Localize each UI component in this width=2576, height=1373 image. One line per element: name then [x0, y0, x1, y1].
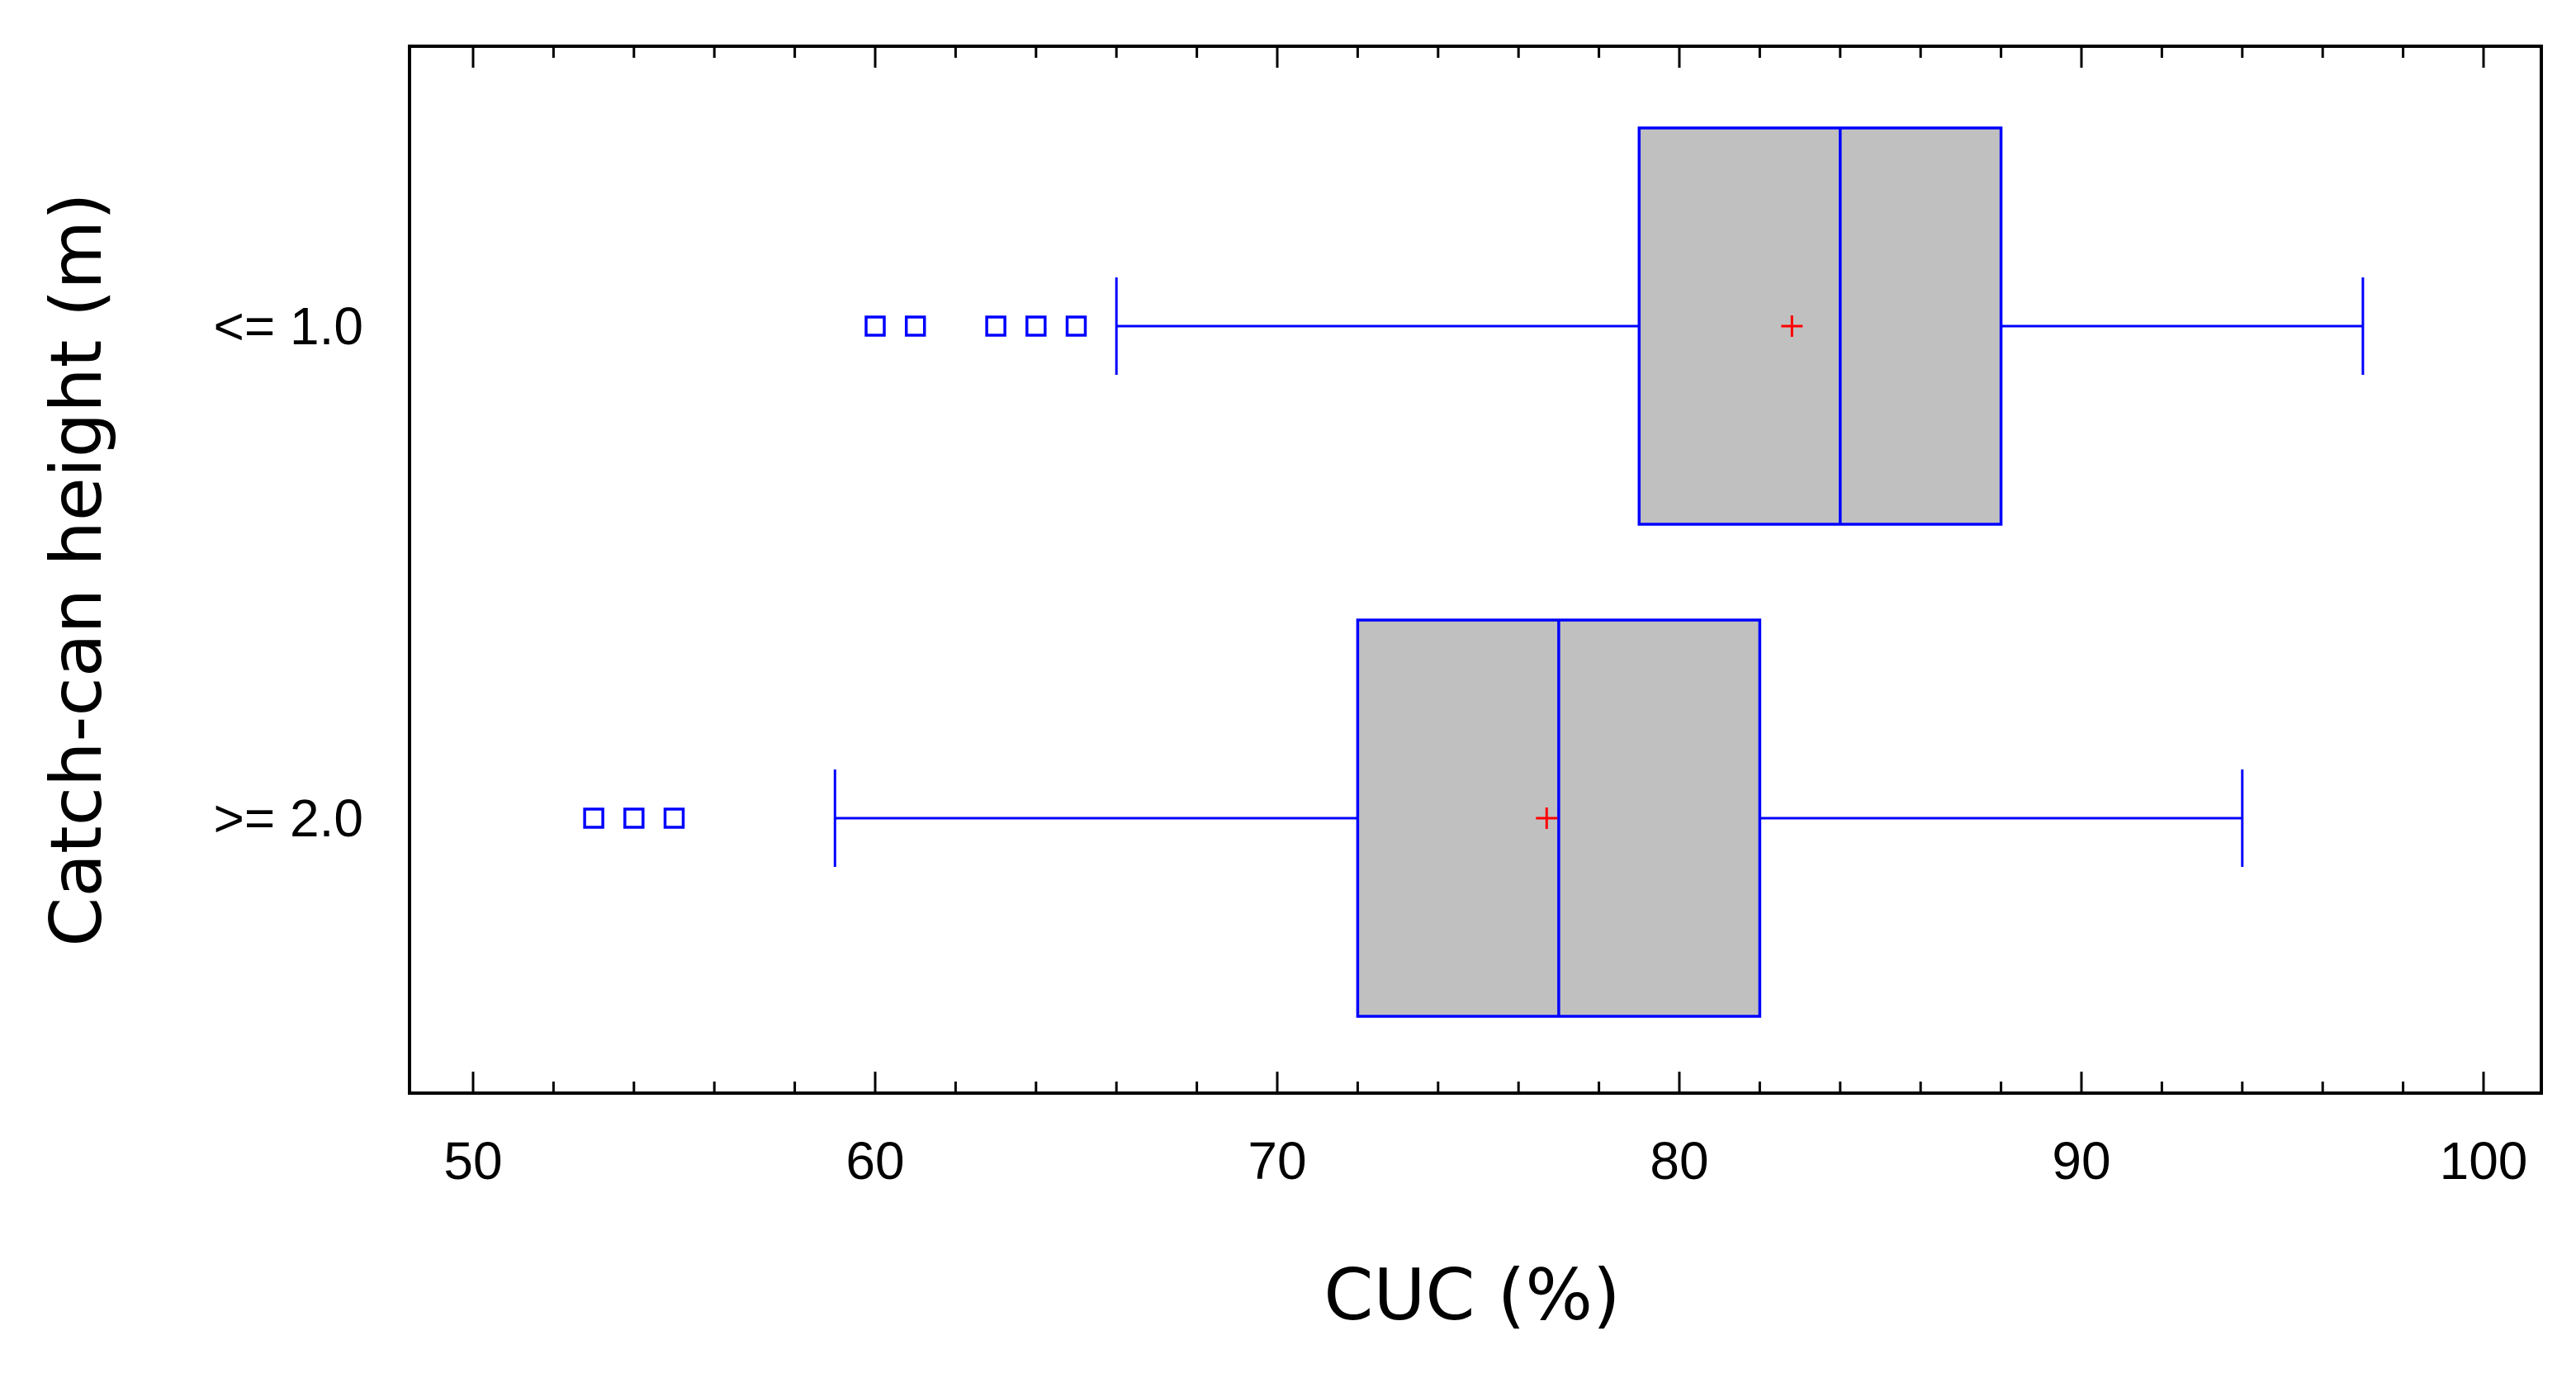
iqr-box [1637, 126, 2003, 526]
x-tick-label: 100 [2440, 1131, 2528, 1191]
category-label: <= 1.0 [214, 296, 364, 356]
x-axis-title: CUC (%) [1324, 1254, 1620, 1337]
outlier-point [583, 807, 604, 829]
x-tick-labels: 50 60 70 80 90 100 [443, 1131, 2527, 1191]
x-tick-label: 70 [1248, 1131, 1306, 1191]
box-groups [583, 126, 2365, 1018]
outlier-point [985, 315, 1006, 337]
x-tick-label: 50 [443, 1131, 502, 1191]
x-axis-ticks [471, 46, 2485, 1093]
outlier-point [864, 315, 886, 337]
x-tick-label: 90 [2052, 1131, 2110, 1191]
x-tick-label: 80 [1650, 1131, 1708, 1191]
plot-frame [408, 45, 2543, 1095]
outlier-point [623, 807, 645, 829]
category-label: >= 2.0 [214, 788, 364, 848]
box-group [583, 618, 2244, 1018]
box-group [864, 126, 2365, 526]
x-tick-label: 60 [845, 1131, 904, 1191]
y-axis-title: Catch-can height (m) [36, 192, 118, 946]
outlier-point [904, 315, 926, 337]
outlier-point [1025, 315, 1047, 337]
outlier-point [1065, 315, 1087, 337]
outlier-point [663, 807, 685, 829]
category-labels: <= 1.0 >= 2.0 [214, 296, 364, 848]
